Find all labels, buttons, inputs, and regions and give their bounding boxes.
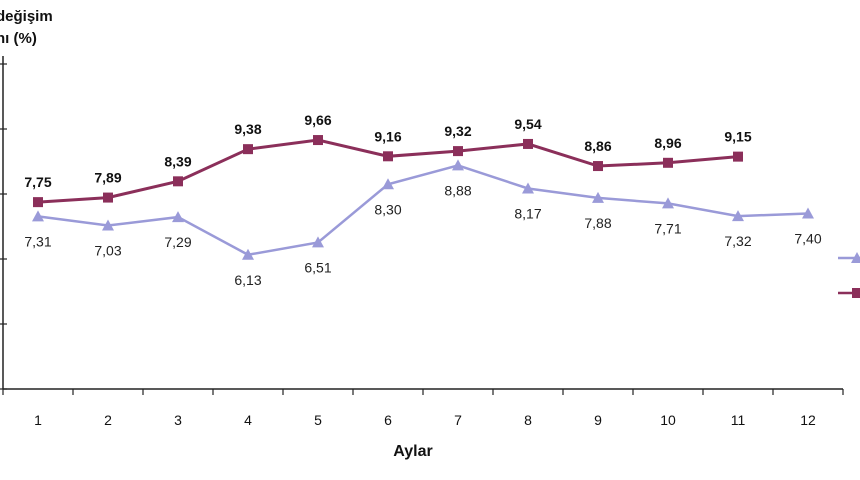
square-marker (313, 135, 323, 146)
triangle-marker (382, 178, 394, 190)
series-line (37, 138, 739, 204)
square-marker (453, 146, 463, 157)
x-tick-label: 3 (174, 412, 182, 428)
square-marker (103, 192, 113, 203)
legend (838, 252, 860, 298)
data-label: 8,17 (514, 205, 541, 221)
triangle-marker (242, 248, 254, 260)
x-tick-label: 6 (384, 412, 392, 428)
y-axis-title: değişim nı (%) (0, 6, 53, 50)
x-tick-label: 4 (244, 412, 252, 428)
data-label: 7,88 (584, 215, 611, 231)
legend-item-series-2 (838, 288, 860, 298)
x-tick-label: 5 (314, 412, 322, 428)
square-marker (523, 138, 533, 149)
data-label: 7,75 (24, 174, 51, 190)
square-marker (243, 144, 253, 155)
x-tick-label: 11 (731, 412, 746, 428)
data-label: 8,39 (164, 153, 191, 169)
y-axis-title-line-1: değişim (0, 8, 53, 25)
triangle-marker (522, 182, 534, 194)
x-tick-label: 8 (524, 412, 532, 428)
triangle-marker (802, 207, 814, 219)
data-label: 8,88 (444, 182, 471, 198)
data-label: 7,31 (24, 233, 51, 249)
data-label: 7,29 (164, 234, 191, 250)
data-label: 8,86 (584, 138, 611, 154)
data-label: 9,15 (724, 129, 751, 145)
x-tick-label: 12 (800, 412, 816, 428)
data-label: 9,54 (514, 116, 541, 132)
x-tick-label: 2 (104, 412, 112, 428)
series-layer: 7,31 7,03 7,29 6,13 6,51 8,30 8,88 8,17 7,88 7,71… (24, 112, 821, 288)
x-tick-label: 9 (594, 412, 602, 428)
series-line (37, 164, 809, 257)
triangle-marker (312, 236, 324, 248)
data-label: 7,32 (724, 233, 751, 249)
axes: 1 2 3 4 5 6 7 8 9 10 11 12 (0, 56, 844, 428)
square-marker (593, 161, 603, 172)
square-marker (173, 176, 183, 187)
series-2: 7,75 7,89 8,39 9,38 9,66 9,16 9,32 9,54 8,86 8,96… (24, 112, 752, 208)
data-label: 9,66 (304, 112, 331, 128)
data-label: 7,03 (94, 243, 121, 259)
data-label: 9,32 (444, 123, 471, 139)
x-tick-label: 1 (34, 412, 42, 428)
data-label: 8,96 (654, 135, 681, 151)
triangle-marker (102, 219, 114, 231)
data-label: 6,13 (234, 272, 261, 288)
x-axis-title: Aylar (393, 443, 432, 460)
triangle-marker (662, 197, 674, 209)
square-marker (383, 151, 393, 162)
x-tick-label: 7 (454, 412, 462, 428)
triangle-marker (732, 210, 744, 222)
square-marker (33, 197, 43, 208)
data-label: 7,71 (654, 220, 681, 236)
data-label: 8,30 (374, 201, 401, 217)
square-marker (663, 157, 673, 168)
x-tick-label: 10 (660, 412, 676, 428)
data-label: 7,40 (794, 231, 821, 247)
triangle-marker (452, 159, 464, 171)
data-label: 6,51 (304, 259, 331, 275)
triangle-marker (172, 211, 184, 223)
series-1: 7,31 7,03 7,29 6,13 6,51 8,30 8,88 8,17 7,88 7,71… (24, 159, 822, 288)
y-axis-title-line-2: nı (%) (0, 30, 37, 47)
triangle-marker (592, 191, 604, 203)
data-label: 7,89 (94, 170, 121, 186)
square-marker (733, 151, 743, 162)
legend-item-series-1 (838, 252, 860, 263)
data-label: 9,16 (374, 128, 401, 144)
data-label: 9,38 (234, 121, 261, 137)
triangle-marker (32, 210, 44, 222)
